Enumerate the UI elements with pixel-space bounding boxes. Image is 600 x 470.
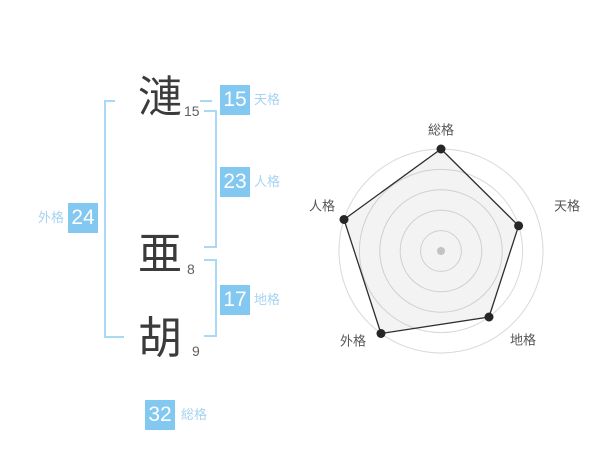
stroke-count-3: 9 <box>192 343 200 359</box>
tenkaku-value-badge: 15 <box>220 85 250 115</box>
name-char-1: 漣 <box>138 73 182 122</box>
stroke-count-2: 8 <box>187 261 195 277</box>
stroke-count-1: 15 <box>184 103 200 119</box>
soukaku-label: 総格 <box>181 407 208 422</box>
jinkaku-bracket-top-tick <box>204 110 217 112</box>
chikaku-label: 地格 <box>254 292 281 307</box>
chikaku-bracket-bottom-tick <box>204 335 217 337</box>
gaikaku-value-badge: 24 <box>68 203 98 233</box>
gaikaku-bracket-top-tick <box>104 100 115 102</box>
radar-axis-label: 総格 <box>428 122 454 137</box>
radar-grid-ring <box>420 230 462 272</box>
radar-axis-label: 天格 <box>554 198 580 213</box>
radar-vertex-dot <box>436 144 446 154</box>
radar-center-dot <box>437 247 445 255</box>
name-char-3: 胡 <box>138 314 182 363</box>
radar-grid-ring <box>358 168 524 334</box>
chikaku-value-badge: 17 <box>220 285 250 315</box>
radar-grid-ring <box>399 209 483 293</box>
soukaku-value-badge: 32 <box>145 400 175 430</box>
chikaku-bracket-line <box>215 259 217 337</box>
gaikaku-label: 外格 <box>37 210 64 225</box>
radar-axis-label: 外格 <box>340 333 366 348</box>
tenkaku-tick <box>200 100 212 102</box>
radar-vertex-dot <box>484 312 494 322</box>
jinkaku-bracket-line <box>215 110 217 248</box>
name-char-2: 亜 <box>138 230 182 279</box>
tenkaku-label: 天格 <box>254 92 281 107</box>
gaikaku-bracket-line <box>104 100 106 338</box>
jinkaku-value-badge: 23 <box>220 167 250 197</box>
radar-axis-label: 地格 <box>510 332 536 347</box>
jinkaku-bracket-bottom-tick <box>204 246 217 248</box>
radar-grid-ring <box>379 189 503 313</box>
radar-vertex-dot <box>376 329 386 338</box>
radar-vertex-dot <box>514 221 524 231</box>
radar-data-polygon <box>343 148 520 335</box>
radar-vertex-dot <box>339 215 349 224</box>
jinkaku-label: 人格 <box>254 174 281 189</box>
radar-axis-label: 人格 <box>309 198 335 213</box>
gaikaku-bracket-bottom-tick <box>104 336 124 338</box>
chikaku-bracket-top-tick <box>204 259 217 261</box>
